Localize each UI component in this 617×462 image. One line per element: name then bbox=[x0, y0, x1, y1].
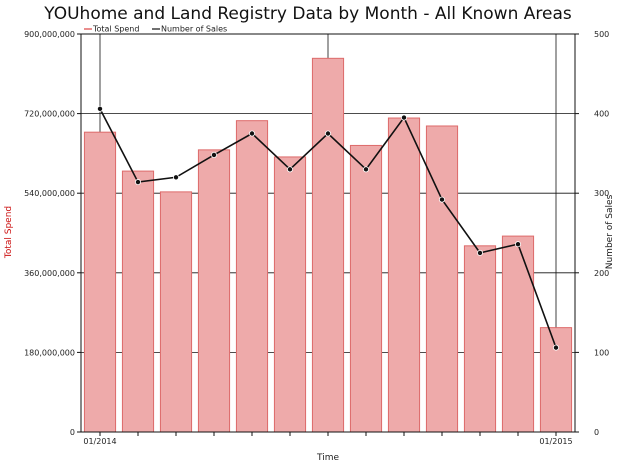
point-number-of-sales-09-2014 bbox=[400, 114, 407, 121]
y-axis-left-title: Total Spend bbox=[4, 206, 14, 259]
bar-total-spend-02-2014 bbox=[121, 170, 155, 433]
point-number-of-sales-01-2014 bbox=[97, 105, 104, 112]
bar-total-spend-01-2014 bbox=[83, 131, 117, 433]
legend-label-number-of-sales: Number of Sales bbox=[161, 25, 227, 34]
bar-total-spend-12-2014 bbox=[501, 235, 535, 433]
point-number-of-sales-03-2014 bbox=[172, 174, 179, 181]
y-axis-right-title: Number of Sales bbox=[605, 194, 615, 269]
left-axis-ticks: 0 180,000,000 360,000,000 540,000,000 720,00… bbox=[24, 30, 81, 437]
tick-label-right: 0 bbox=[594, 428, 599, 437]
bar-series-total-spend bbox=[83, 57, 573, 433]
point-number-of-sales-10-2014 bbox=[438, 196, 445, 203]
tick-label-left: 180,000,000 bbox=[24, 348, 75, 357]
bar-total-spend-07-2014 bbox=[311, 57, 345, 433]
right-axis-ticks: 0 100 200 300 400 500 bbox=[575, 30, 609, 437]
point-number-of-sales-08-2014 bbox=[362, 166, 369, 173]
point-number-of-sales-06-2014 bbox=[286, 166, 293, 173]
x-axis-title: Time bbox=[316, 453, 339, 462]
point-number-of-sales-05-2014 bbox=[248, 130, 255, 137]
bar-total-spend-04-2014 bbox=[197, 149, 231, 433]
legend: Total Spend Number of Sales bbox=[84, 25, 227, 34]
tick-label-left: 0 bbox=[70, 428, 75, 437]
tick-label-left: 900,000,000 bbox=[24, 30, 75, 39]
tick-label-left: 540,000,000 bbox=[24, 189, 75, 198]
bar-total-spend-08-2014 bbox=[349, 144, 383, 433]
tick-label-x: 01/2014 bbox=[83, 437, 116, 446]
tick-label-x: 01/2015 bbox=[539, 437, 572, 446]
bar-total-spend-05-2014 bbox=[235, 120, 269, 433]
tick-label-right: 400 bbox=[594, 110, 609, 119]
tick-label-left: 720,000,000 bbox=[24, 110, 75, 119]
bar-total-spend-09-2014 bbox=[387, 117, 421, 433]
x-axis-ticks: 01/2014 01/2015 bbox=[83, 432, 573, 446]
point-number-of-sales-01-2015 bbox=[553, 344, 560, 351]
point-number-of-sales-11-2014 bbox=[476, 249, 483, 256]
bar-total-spend-10-2014 bbox=[425, 125, 459, 433]
tick-label-right: 200 bbox=[594, 269, 609, 278]
tick-label-right: 100 bbox=[594, 348, 609, 357]
point-number-of-sales-02-2014 bbox=[134, 179, 141, 186]
tick-label-right: 500 bbox=[594, 30, 609, 39]
bar-total-spend-01-2015 bbox=[539, 327, 573, 433]
tick-label-left: 360,000,000 bbox=[24, 269, 75, 278]
bar-total-spend-11-2014 bbox=[463, 245, 497, 433]
line-series-number-of-sales bbox=[97, 105, 560, 351]
point-number-of-sales-04-2014 bbox=[210, 151, 217, 158]
legend-label-total-spend: Total Spend bbox=[92, 25, 139, 34]
point-number-of-sales-12-2014 bbox=[515, 241, 522, 248]
point-number-of-sales-07-2014 bbox=[324, 130, 331, 137]
chart-title: YOUhome and Land Registry Data by Month … bbox=[43, 4, 572, 24]
bar-total-spend-03-2014 bbox=[159, 191, 193, 433]
bar-total-spend-06-2014 bbox=[273, 156, 307, 433]
tick-label-right: 300 bbox=[594, 189, 609, 198]
